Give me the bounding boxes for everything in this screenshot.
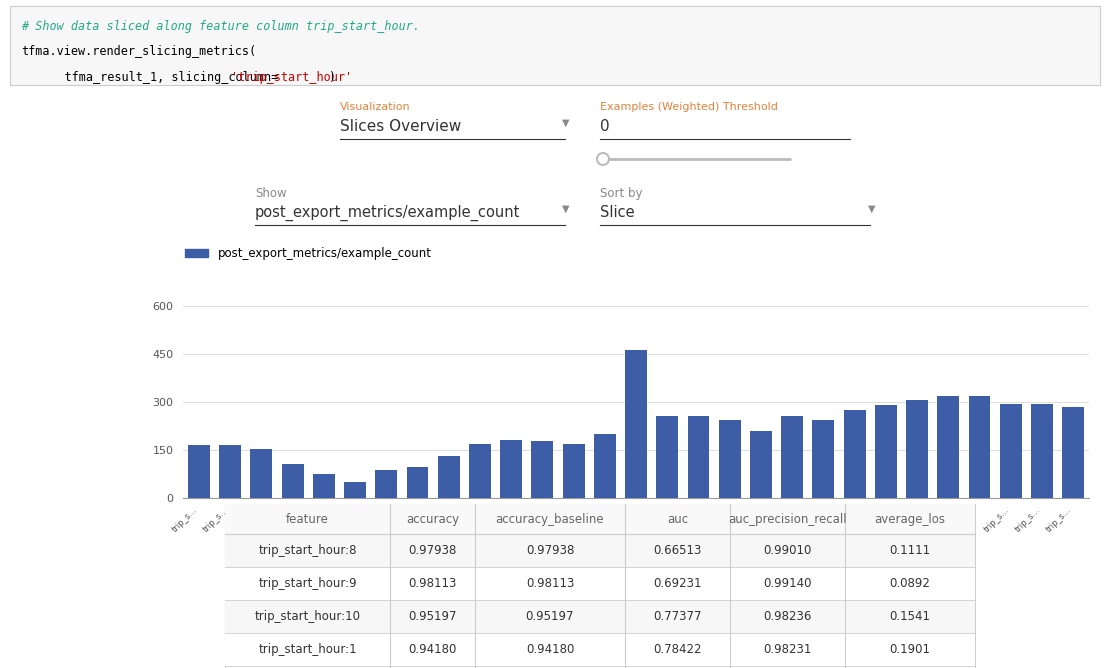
Bar — [250, 449, 272, 498]
Text: tfma.view.render_slicing_metrics(: tfma.view.render_slicing_metrics( — [21, 45, 256, 58]
Bar — [219, 445, 241, 498]
Text: ): ) — [328, 71, 336, 84]
Text: auc: auc — [667, 513, 688, 526]
Text: 0.95197: 0.95197 — [526, 610, 574, 623]
Text: accuracy_baseline: accuracy_baseline — [496, 513, 604, 526]
Bar — [282, 464, 303, 498]
Text: 'trip_start_hour': 'trip_start_hour' — [231, 71, 352, 84]
Text: 0.98113: 0.98113 — [409, 577, 457, 590]
Bar — [874, 405, 897, 498]
Circle shape — [597, 153, 609, 165]
Bar — [594, 434, 615, 498]
Text: Visualization: Visualization — [340, 102, 411, 112]
Bar — [562, 444, 584, 498]
Bar — [1000, 403, 1022, 498]
Bar — [938, 395, 959, 498]
Bar — [500, 440, 522, 498]
Bar — [1031, 403, 1053, 498]
Text: accuracy: accuracy — [406, 513, 459, 526]
Bar — [407, 468, 429, 498]
Text: post_export_metrics/example_count: post_export_metrics/example_count — [256, 205, 520, 221]
Text: 0.78422: 0.78422 — [653, 643, 702, 656]
Text: auc_precision_recall: auc_precision_recall — [728, 513, 847, 526]
Bar — [469, 444, 491, 498]
Text: 0.1111: 0.1111 — [890, 544, 931, 557]
Text: 0.98113: 0.98113 — [526, 577, 574, 590]
Text: 0.1901: 0.1901 — [890, 643, 931, 656]
Text: trip_start_hour:9: trip_start_hour:9 — [258, 577, 357, 590]
Text: 0.99140: 0.99140 — [763, 577, 812, 590]
Bar — [969, 395, 990, 498]
Text: Slice: Slice — [600, 205, 634, 220]
Text: 0.98231: 0.98231 — [763, 643, 812, 656]
FancyBboxPatch shape — [226, 633, 975, 666]
Text: Slices Overview: Slices Overview — [340, 119, 461, 134]
FancyBboxPatch shape — [226, 600, 975, 633]
Bar — [781, 416, 803, 498]
Legend: post_export_metrics/example_count: post_export_metrics/example_count — [184, 247, 432, 260]
Bar — [438, 456, 460, 498]
Text: 0.1541: 0.1541 — [890, 610, 931, 623]
Bar — [657, 416, 678, 498]
Text: Sort by: Sort by — [600, 187, 642, 200]
Bar — [531, 441, 553, 498]
FancyBboxPatch shape — [226, 534, 975, 567]
Text: 0.94180: 0.94180 — [409, 643, 457, 656]
Text: ▼: ▼ — [562, 118, 570, 128]
Bar — [1062, 407, 1084, 498]
Text: ▼: ▼ — [868, 204, 875, 214]
Text: 0.97938: 0.97938 — [526, 544, 574, 557]
Text: trip_start_hour:10: trip_start_hour:10 — [254, 610, 360, 623]
Bar — [188, 445, 210, 498]
Text: ▼: ▼ — [562, 204, 570, 214]
Text: feature: feature — [286, 513, 329, 526]
Text: 0.77377: 0.77377 — [653, 610, 702, 623]
Text: 0.0892: 0.0892 — [890, 577, 930, 590]
Bar — [750, 431, 772, 498]
Text: 0.69231: 0.69231 — [653, 577, 702, 590]
Text: trip_start_hour:1: trip_start_hour:1 — [258, 643, 357, 656]
Bar — [719, 420, 741, 498]
Text: Examples (Weighted) Threshold: Examples (Weighted) Threshold — [600, 102, 778, 112]
Text: 0: 0 — [600, 119, 610, 134]
Text: 0.94180: 0.94180 — [526, 643, 574, 656]
Bar — [688, 416, 710, 498]
Text: average_los: average_los — [874, 513, 945, 526]
Text: # Show data sliced along feature column trip_start_hour.: # Show data sliced along feature column … — [21, 20, 420, 33]
Text: 0.99010: 0.99010 — [763, 544, 812, 557]
Text: 0.97938: 0.97938 — [409, 544, 457, 557]
Bar — [625, 350, 647, 498]
FancyBboxPatch shape — [226, 504, 975, 668]
Text: 0.66513: 0.66513 — [653, 544, 702, 557]
Bar — [376, 470, 398, 498]
Text: 0.95197: 0.95197 — [408, 610, 457, 623]
Bar — [843, 410, 865, 498]
Bar — [313, 474, 334, 498]
Text: Show: Show — [256, 187, 287, 200]
Text: trip_start_hour:8: trip_start_hour:8 — [258, 544, 357, 557]
FancyBboxPatch shape — [226, 504, 975, 534]
Bar — [907, 400, 928, 498]
FancyBboxPatch shape — [226, 567, 975, 600]
Text: tfma_result_1, slicing_column=: tfma_result_1, slicing_column= — [37, 71, 279, 84]
Bar — [344, 482, 366, 498]
Text: 0.98236: 0.98236 — [763, 610, 812, 623]
Bar — [812, 420, 834, 498]
